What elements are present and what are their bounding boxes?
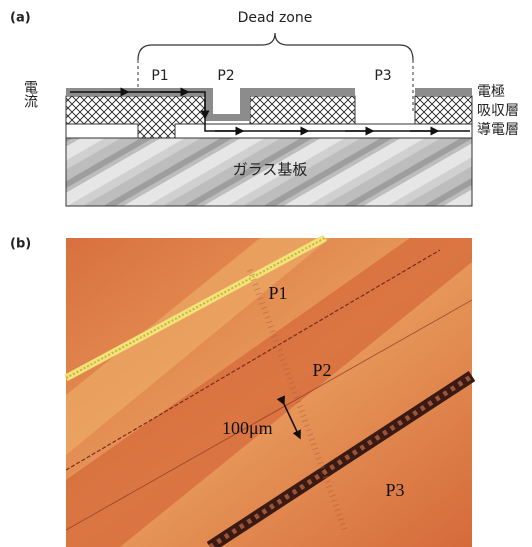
layer-label: 導電層 — [477, 122, 519, 138]
region-label: P1 — [268, 283, 287, 303]
current-label: 電流 — [22, 80, 38, 109]
layer-label: 電極 — [477, 84, 505, 100]
scribe-label: P1 — [151, 68, 168, 84]
scribe-label: P3 — [374, 68, 391, 84]
absorber — [415, 96, 472, 124]
panel-label: (b) — [10, 237, 31, 252]
substrate-label: ガラス基板 — [233, 161, 308, 179]
scribe-label: P2 — [217, 68, 234, 84]
electrode — [415, 88, 472, 96]
region-label: P2 — [312, 360, 331, 380]
figure: (a) Dead zone P1 P2 P3 電流 電極 吸収層 導電層 ガラス… — [0, 0, 532, 547]
region-label: P3 — [385, 480, 404, 500]
dead-zone-label: Dead zone — [238, 10, 313, 26]
scale-label: 100μm — [222, 418, 273, 438]
layer-label: 吸収層 — [477, 103, 519, 119]
brace — [138, 33, 413, 60]
panel-label: (a) — [10, 11, 31, 26]
absorber — [250, 96, 355, 124]
